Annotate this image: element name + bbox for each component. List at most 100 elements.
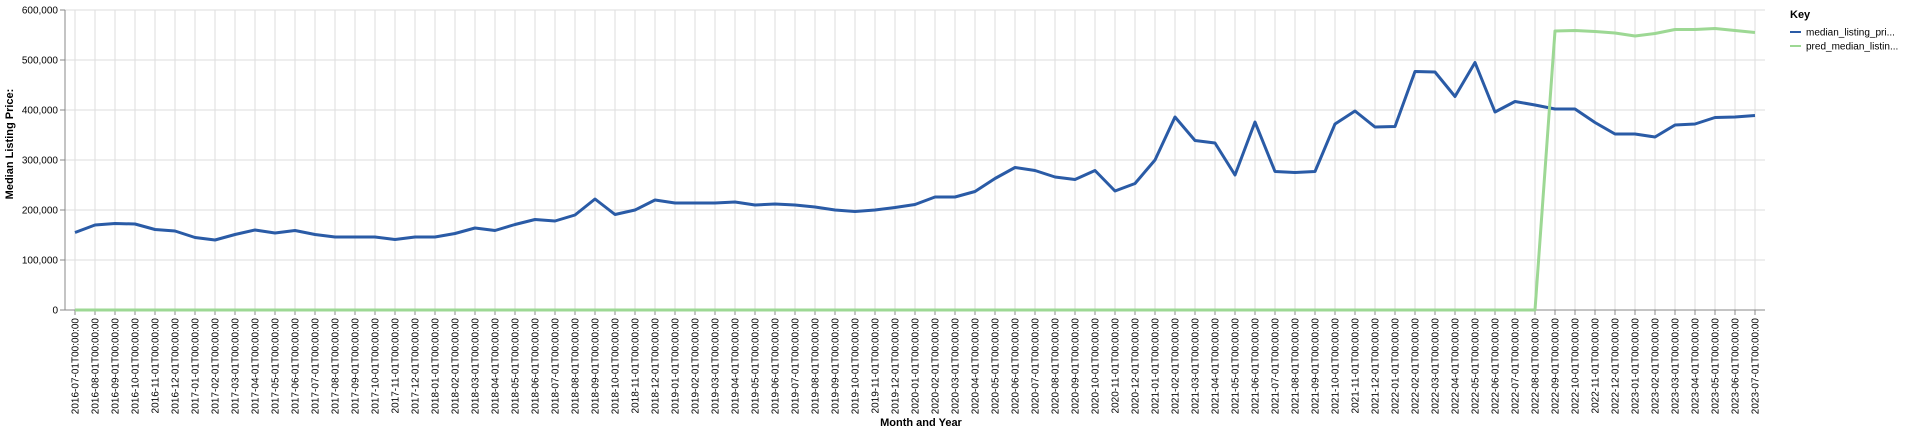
y-axis-title: Median Listing Price: (4, 89, 16, 200)
data-point-series-0 (774, 203, 776, 205)
data-point-series-0 (1134, 182, 1136, 184)
data-point-series-1 (274, 309, 276, 311)
data-point-series-1 (234, 309, 236, 311)
x-tick-label: 2019-04-01T00:00:00 (731, 318, 742, 415)
data-point-series-0 (1614, 133, 1616, 135)
data-point-series-1 (1114, 309, 1116, 311)
x-tick-label: 2020-03-01T00:00:00 (951, 318, 962, 415)
x-tick-label: 2019-01-01T00:00:00 (671, 318, 682, 415)
x-tick-label: 2019-05-01T00:00:00 (751, 318, 762, 415)
data-point-series-0 (634, 209, 636, 211)
data-point-series-0 (1054, 176, 1056, 178)
data-point-series-0 (1574, 108, 1576, 110)
x-tick-label: 2022-09-01T00:00:00 (1551, 318, 1562, 415)
x-tick-label: 2020-06-01T00:00:00 (1011, 318, 1022, 415)
x-tick-label: 2018-07-01T00:00:00 (551, 318, 562, 415)
y-tick-label: 400,000 (22, 106, 59, 117)
data-point-series-0 (814, 206, 816, 208)
data-point-series-0 (1534, 104, 1536, 106)
x-tick-label: 2016-09-01T00:00:00 (111, 318, 122, 415)
data-point-series-1 (1394, 309, 1396, 311)
data-point-series-1 (954, 309, 956, 311)
data-point-series-1 (1294, 309, 1296, 311)
data-point-series-1 (994, 309, 996, 311)
x-tick-label: 2022-04-01T00:00:00 (1451, 318, 1462, 415)
data-point-series-1 (254, 309, 256, 311)
x-tick-label: 2017-01-01T00:00:00 (191, 318, 202, 415)
data-point-series-1 (694, 309, 696, 311)
data-point-series-1 (1034, 309, 1036, 311)
y-tick-label: 100,000 (22, 256, 59, 267)
data-point-series-1 (1554, 30, 1556, 32)
data-point-series-0 (954, 196, 956, 198)
data-point-series-1 (654, 309, 656, 311)
x-tick-label: 2018-09-01T00:00:00 (591, 318, 602, 415)
x-tick-label: 2021-09-01T00:00:00 (1311, 318, 1322, 415)
x-tick-label: 2020-07-01T00:00:00 (1031, 318, 1042, 415)
x-tick-label: 2023-01-01T00:00:00 (1631, 318, 1642, 415)
x-tick-label: 2019-12-01T00:00:00 (891, 318, 902, 415)
x-tick-label: 2019-08-01T00:00:00 (811, 318, 822, 415)
legend-items: median_listing_pri... pred_median_listin.… (1790, 28, 1898, 53)
data-point-series-0 (214, 239, 216, 241)
data-point-series-0 (874, 209, 876, 211)
data-point-series-0 (354, 236, 356, 238)
data-point-series-0 (754, 204, 756, 206)
data-point-series-0 (514, 223, 516, 225)
data-point-series-1 (1474, 309, 1476, 311)
x-tick-label: 2021-10-01T00:00:00 (1331, 318, 1342, 415)
data-point-series-1 (634, 309, 636, 311)
x-tick-label: 2018-10-01T00:00:00 (611, 318, 622, 415)
data-point-series-1 (1694, 28, 1696, 30)
x-tick-label: 2019-11-01T00:00:00 (871, 318, 882, 414)
x-tick-label: 2017-08-01T00:00:00 (331, 318, 342, 415)
x-axis-title: Month and Year (880, 417, 962, 429)
data-point-series-1 (534, 309, 536, 311)
data-point-series-0 (114, 222, 116, 224)
data-point-series-1 (1714, 27, 1716, 29)
data-point-series-0 (1234, 174, 1236, 176)
data-point-series-1 (834, 309, 836, 311)
data-point-series-1 (454, 309, 456, 311)
data-point-series-1 (1674, 28, 1676, 30)
data-point-series-0 (914, 203, 916, 205)
data-point-series-0 (854, 210, 856, 212)
x-tick-label: 2019-03-01T00:00:00 (711, 318, 722, 415)
data-point-series-0 (1414, 70, 1416, 72)
x-tick-label: 2019-06-01T00:00:00 (771, 318, 782, 415)
data-point-series-0 (314, 233, 316, 235)
x-tick-label: 2019-10-01T00:00:00 (851, 318, 862, 415)
data-point-series-1 (1414, 309, 1416, 311)
data-point-series-0 (1174, 116, 1176, 118)
data-point-series-1 (214, 309, 216, 311)
x-tick-label: 2022-12-01T00:00:00 (1611, 318, 1622, 415)
x-tick-label: 2018-08-01T00:00:00 (571, 318, 582, 415)
x-tick-label: 2016-12-01T00:00:00 (171, 318, 182, 415)
x-tick-label: 2022-03-01T00:00:00 (1431, 318, 1442, 415)
x-tick-label: 2017-02-01T00:00:00 (211, 318, 222, 415)
data-point-series-1 (154, 309, 156, 311)
data-point-series-1 (374, 309, 376, 311)
data-point-series-0 (694, 202, 696, 204)
x-tick-label: 2023-07-01T00:00:00 (1751, 318, 1762, 415)
data-point-series-0 (734, 201, 736, 203)
data-point-series-0 (1074, 178, 1076, 180)
data-point-series-0 (1594, 121, 1596, 123)
data-point-series-0 (654, 199, 656, 201)
legend: Key median_listing_pri... pred_median_lis… (1790, 9, 1898, 53)
data-point-series-1 (754, 309, 756, 311)
data-point-series-0 (1034, 169, 1036, 171)
data-point-series-0 (194, 236, 196, 238)
data-point-series-1 (614, 309, 616, 311)
data-point-series-1 (174, 309, 176, 311)
x-tick-label: 2020-08-01T00:00:00 (1051, 318, 1062, 415)
x-tick-label: 2020-04-01T00:00:00 (971, 318, 982, 415)
data-point-series-1 (194, 309, 196, 311)
data-point-series-1 (1734, 29, 1736, 31)
data-point-series-0 (1634, 133, 1636, 135)
x-tick-label: 2018-03-01T00:00:00 (471, 318, 482, 415)
x-tick-label: 2017-05-01T00:00:00 (271, 318, 282, 415)
gridlines (65, 9, 1765, 311)
x-tick-label: 2017-04-01T00:00:00 (251, 318, 262, 415)
data-point-series-1 (514, 309, 516, 311)
